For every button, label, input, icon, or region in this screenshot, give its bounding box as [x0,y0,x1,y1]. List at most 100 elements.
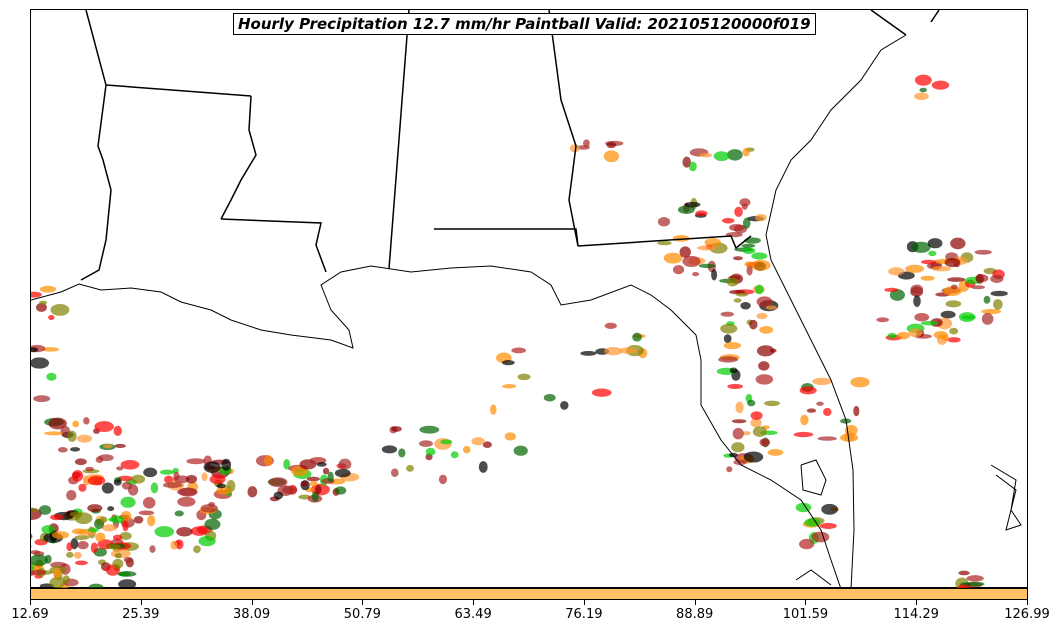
precip-blob [87,504,103,513]
precip-blob [390,468,399,478]
precip-blob [742,247,756,254]
precip-blob [747,399,756,407]
precip-blob [569,144,580,153]
precip-blob [920,321,938,326]
border-tx-la [80,9,112,281]
colorbar-tick-label: 12.69 [11,607,49,622]
precip-blob [742,217,751,229]
precip-blob [204,518,221,531]
precip-blob [759,438,771,447]
precip-blob [657,217,671,227]
precip-blob [889,289,905,301]
colorbar-tick [694,600,696,605]
precip-blob [604,322,617,329]
precip-blob [735,401,744,414]
precip-blob [950,284,958,290]
precip-blob [914,92,929,101]
precip-blob [99,516,108,523]
precip-blob [799,386,817,395]
colorbar-tick-label: 114.29 [893,607,939,622]
precip-blob [398,448,406,458]
precip-blob [282,485,298,495]
precip-blob [811,531,830,543]
bahamas [990,464,1022,531]
precip-blob [29,554,48,567]
precip-blob [718,356,739,363]
precip-blob [947,277,966,282]
precip-blob [311,491,319,502]
precip-blob [682,156,692,168]
precip-blob [103,444,113,449]
precip-blob [823,407,832,417]
precip-blob [66,551,74,558]
precip-blob [919,87,927,93]
precip-blob [15,544,32,549]
precip-blob [722,217,735,224]
precip-blob [76,434,93,443]
border-nc [930,9,940,23]
precip-blob [657,240,672,246]
precip-blob [958,570,970,576]
precip-blob [677,205,695,214]
border-ga-fl [577,235,752,250]
precip-blob [41,347,60,352]
precip-blob [742,431,751,436]
precip-blob [70,447,81,452]
precip-blob [769,348,777,353]
precip-blob [73,551,82,559]
colorbar-tick-label: 25.39 [122,607,160,622]
precip-blob [112,558,124,569]
precip-blob [908,328,923,338]
colorbar-tick [362,600,364,605]
precip-blob [931,80,950,90]
precip-blob [108,544,121,550]
colorbar-tick-label: 101.59 [782,607,829,622]
precip-blob [30,569,46,576]
precip-blob [699,152,713,158]
precip-blob [591,388,612,397]
precip-blob [186,458,206,465]
precip-blob [756,312,768,320]
border-ms-river [220,95,257,220]
precip-blob [750,411,763,420]
precip-blob [28,347,39,353]
precip-blob [733,256,743,261]
precip-blob [839,433,859,442]
precip-blob [406,464,414,472]
precip-blob [913,295,921,307]
precip-blob [504,432,516,441]
precip-blob [87,476,106,486]
precip-blob [29,550,41,555]
precip-blob [981,313,994,325]
precip-blob [209,474,226,485]
precip-blob [744,237,761,244]
precip-blob [876,317,890,323]
precip-blob [947,337,961,343]
precip-blob [619,347,638,354]
colorbar-tick-label: 76.19 [565,607,603,622]
precip-blob [138,510,155,516]
precip-blob [767,449,784,456]
precip-blob [107,506,115,512]
precip-blob [72,420,80,428]
precip-blob [438,474,448,485]
precip-blob [101,524,117,532]
precip-blob [150,482,159,494]
precip-blob [910,284,924,294]
precip-blob [940,310,956,319]
precip-blob [732,427,744,440]
precip-blob [338,458,352,470]
colorbar-tick [251,600,253,605]
precip-blob [583,139,590,148]
precip-blob [193,545,201,554]
precip-blob [67,430,77,442]
precip-blob [692,272,700,277]
precip-blob [123,556,134,563]
colorbar-tick-label: 38.09 [232,607,271,622]
precip-blob [117,570,137,577]
precip-blob [71,470,84,482]
precip-blob [672,264,685,275]
precip-blob [806,408,817,413]
precip-blob [119,532,132,540]
precip-blob [812,377,832,386]
